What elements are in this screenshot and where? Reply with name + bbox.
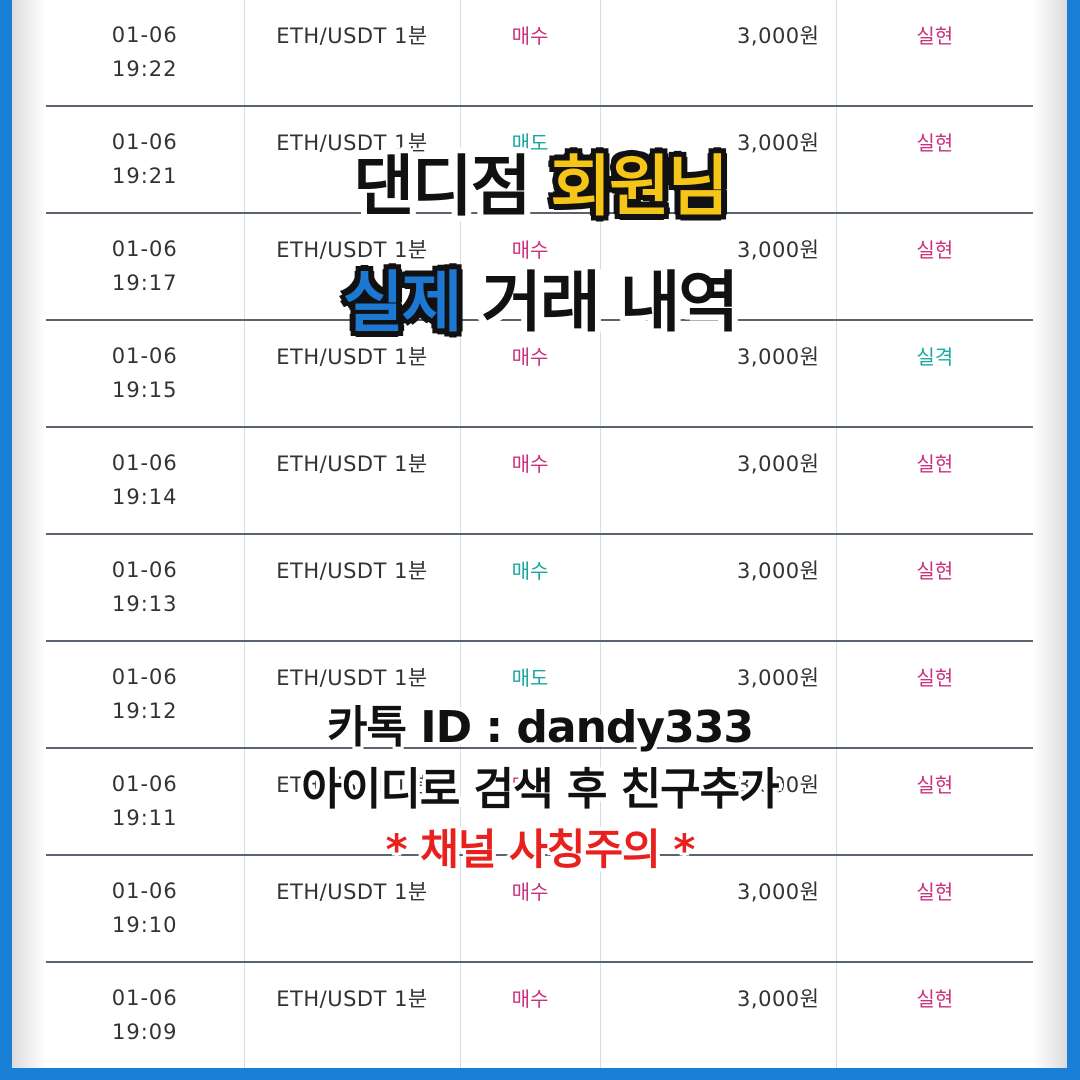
trade-pair: ETH/USDT 1분 (244, 641, 461, 749)
trade-date: 01-06 (111, 665, 178, 689)
trade-date: 01-06 (111, 451, 178, 475)
trade-date: 01-06 (111, 986, 178, 1010)
trade-history-table: 01-06 19:22 ETH/USDT 1분 매수 3,000원 실현 01-06 19:2… (46, 0, 1033, 1068)
trade-time: 19:15 (111, 378, 178, 402)
headline-actual: 실제 (342, 264, 462, 341)
trade-side: 매수 (460, 534, 601, 642)
trade-pair: ETH/USDT 1분 (244, 427, 461, 535)
kakao-id-text: 카톡 ID : dandy333 (327, 702, 754, 753)
trade-datetime-cell: 01-06 19:15 (46, 320, 245, 428)
trade-pair: ETH/USDT 1분 (244, 106, 461, 214)
trade-time: 19:21 (111, 164, 178, 188)
trade-row: 01-06 19:22 ETH/USDT 1분 매수 3,000원 실현 (46, 0, 1033, 107)
trade-date: 01-06 (111, 130, 178, 154)
trade-datetime-cell: 01-06 19:09 (46, 962, 245, 1068)
trade-time: 19:17 (111, 271, 178, 295)
trade-pair: ETH/USDT 1분 (244, 320, 461, 428)
trade-pair: ETH/USDT 1분 (244, 0, 461, 107)
trade-time: 19:14 (111, 485, 178, 509)
trade-datetime-cell: 01-06 19:21 (46, 106, 245, 214)
trade-time: 19:11 (111, 806, 178, 830)
trade-amount: 3,000원 (600, 962, 837, 1068)
trade-result: 실현 (836, 0, 1033, 107)
screenshot-frame: 01-06 19:22 ETH/USDT 1분 매수 3,000원 실현 01-06 19:2… (12, 0, 1067, 1068)
search-instruction-text: 아이디로 검색 후 친구추가 (301, 764, 779, 815)
trade-pair: ETH/USDT 1분 (244, 748, 461, 856)
headline-member: 회원님 (550, 148, 728, 225)
trade-datetime-cell: 01-06 19:17 (46, 213, 245, 321)
trade-amount: 3,000원 (600, 534, 837, 642)
trade-side: 매수 (460, 962, 601, 1068)
trade-time: 19:12 (111, 699, 178, 723)
trade-amount: 3,000원 (600, 427, 837, 535)
trade-result: 실현 (836, 106, 1033, 214)
trade-result: 실현 (836, 962, 1033, 1068)
trade-side: 매수 (460, 320, 601, 428)
trade-time: 19:10 (111, 913, 178, 937)
trade-row: 01-06 19:17 ETH/USDT 1분 매수 3,000원 실현 (46, 213, 1033, 321)
trade-side: 매도 (460, 641, 601, 749)
trade-date: 01-06 (111, 772, 178, 796)
trade-row: 01-06 19:21 ETH/USDT 1분 매도 3,000원 실현 (46, 106, 1033, 214)
trade-result: 실현 (836, 748, 1033, 856)
trade-amount: 3,000원 (600, 320, 837, 428)
trade-datetime-cell: 01-06 19:12 (46, 641, 245, 749)
trade-result: 실현 (836, 427, 1033, 535)
trade-row: 01-06 19:10 ETH/USDT 1분 매수 3,000원 실현 (46, 855, 1033, 963)
trade-pair: ETH/USDT 1분 (244, 534, 461, 642)
headline-line-2: 실제 거래 내역 (0, 268, 1080, 338)
trade-amount: 3,000원 (600, 748, 837, 856)
trade-result: 실현 (836, 534, 1033, 642)
trade-amount: 3,000원 (600, 0, 837, 107)
right-shadow (1033, 0, 1067, 1068)
headline-history: 거래 내역 (481, 264, 739, 341)
trade-result: 실현 (836, 641, 1033, 749)
trade-side: 매수 (460, 855, 601, 963)
left-shadow (12, 0, 46, 1068)
trade-date: 01-06 (111, 237, 178, 261)
trade-date: 01-06 (111, 344, 178, 368)
trade-table-body: 01-06 19:22 ETH/USDT 1분 매수 3,000원 실현 01-06 19:2… (46, 0, 1033, 1068)
trade-date: 01-06 (111, 879, 178, 903)
headline-brand: 댄디점 (353, 148, 531, 225)
trade-datetime-cell: 01-06 19:14 (46, 427, 245, 535)
trade-row: 01-06 19:14 ETH/USDT 1분 매수 3,000원 실현 (46, 427, 1033, 535)
trade-datetime-cell: 01-06 19:13 (46, 534, 245, 642)
trade-side: 매도 (460, 106, 601, 214)
trade-datetime-cell: 01-06 19:10 (46, 855, 245, 963)
trade-result: 실현 (836, 855, 1033, 963)
trade-row: 01-06 19:12 ETH/USDT 1분 매도 3,000원 실현 (46, 641, 1033, 749)
trade-row: 01-06 19:15 ETH/USDT 1분 매수 3,000원 실격 (46, 320, 1033, 428)
trade-side: 매수 (460, 427, 601, 535)
trade-date: 01-06 (111, 23, 178, 47)
trade-row: 01-06 19:09 ETH/USDT 1분 매수 3,000원 실현 (46, 962, 1033, 1068)
trade-amount: 3,000원 (600, 641, 837, 749)
trade-datetime-cell: 01-06 19:11 (46, 748, 245, 856)
trade-result: 실격 (836, 320, 1033, 428)
trade-datetime-cell: 01-06 19:22 (46, 0, 245, 107)
trade-time: 19:22 (111, 57, 178, 81)
trade-pair: ETH/USDT 1분 (244, 213, 461, 321)
trade-result: 실현 (836, 213, 1033, 321)
trade-pair: ETH/USDT 1분 (244, 962, 461, 1068)
impersonation-warning-text: * 채널 사칭주의 * (385, 825, 696, 874)
trade-amount: 3,000원 (600, 106, 837, 214)
trade-row: 01-06 19:11 ETH/USDT 1분 매수 3,000원 실현 (46, 748, 1033, 856)
headline-line-1: 댄디점 회원님 (0, 152, 1080, 222)
trade-pair: ETH/USDT 1분 (244, 855, 461, 963)
trade-side: 매수 (460, 213, 601, 321)
trade-side: 매수 (460, 0, 601, 107)
trade-side: 매수 (460, 748, 601, 856)
trade-time: 19:09 (111, 1020, 178, 1044)
trade-amount: 3,000원 (600, 213, 837, 321)
trade-time: 19:13 (111, 592, 178, 616)
trade-amount: 3,000원 (600, 855, 837, 963)
trade-date: 01-06 (111, 558, 178, 582)
trade-row: 01-06 19:13 ETH/USDT 1분 매수 3,000원 실현 (46, 534, 1033, 642)
